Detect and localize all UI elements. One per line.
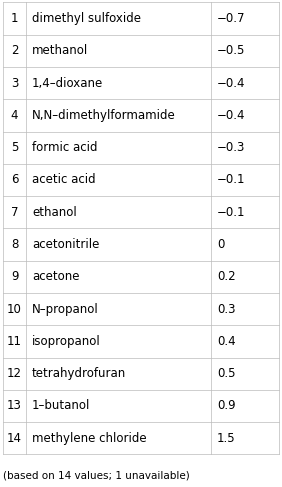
Text: acetonitrile: acetonitrile — [32, 238, 99, 251]
Text: 0.9: 0.9 — [217, 399, 236, 412]
Text: 1,4–dioxane: 1,4–dioxane — [32, 76, 103, 90]
Text: 1.5: 1.5 — [217, 432, 236, 445]
Text: 8: 8 — [11, 238, 18, 251]
Text: ethanol: ethanol — [32, 206, 77, 219]
Text: 5: 5 — [11, 141, 18, 154]
Text: 11: 11 — [7, 335, 22, 348]
Text: −0.4: −0.4 — [217, 76, 246, 90]
Text: 9: 9 — [11, 270, 18, 283]
Text: 0.4: 0.4 — [217, 335, 236, 348]
Text: isopropanol: isopropanol — [32, 335, 101, 348]
Text: 1–butanol: 1–butanol — [32, 399, 90, 412]
Text: formic acid: formic acid — [32, 141, 98, 154]
Text: 0.5: 0.5 — [217, 367, 236, 380]
Text: −0.1: −0.1 — [217, 206, 246, 219]
Text: −0.1: −0.1 — [217, 173, 246, 187]
Text: acetone: acetone — [32, 270, 80, 283]
Text: 0.2: 0.2 — [217, 270, 236, 283]
Text: acetic acid: acetic acid — [32, 173, 96, 187]
Text: 6: 6 — [11, 173, 18, 187]
Text: dimethyl sulfoxide: dimethyl sulfoxide — [32, 12, 141, 25]
Text: 4: 4 — [11, 109, 18, 122]
Text: 10: 10 — [7, 302, 22, 316]
Text: 13: 13 — [7, 399, 22, 412]
Text: methylene chloride: methylene chloride — [32, 432, 147, 445]
Text: −0.3: −0.3 — [217, 141, 246, 154]
Text: −0.7: −0.7 — [217, 12, 246, 25]
Text: tetrahydrofuran: tetrahydrofuran — [32, 367, 126, 380]
Text: N–propanol: N–propanol — [32, 302, 99, 316]
Text: methanol: methanol — [32, 44, 88, 57]
Text: 2: 2 — [11, 44, 18, 57]
Text: N,N–dimethylformamide: N,N–dimethylformamide — [32, 109, 176, 122]
Text: 3: 3 — [11, 76, 18, 90]
Text: 7: 7 — [11, 206, 18, 219]
Text: (based on 14 values; 1 unavailable): (based on 14 values; 1 unavailable) — [3, 470, 190, 481]
Text: 12: 12 — [7, 367, 22, 380]
Text: −0.4: −0.4 — [217, 109, 246, 122]
Text: 1: 1 — [11, 12, 18, 25]
Text: 14: 14 — [7, 432, 22, 445]
Text: 0.3: 0.3 — [217, 302, 236, 316]
Text: −0.5: −0.5 — [217, 44, 246, 57]
Text: 0: 0 — [217, 238, 224, 251]
